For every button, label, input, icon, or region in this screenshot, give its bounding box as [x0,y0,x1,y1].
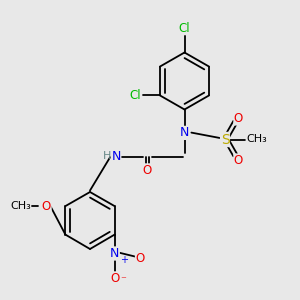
Text: CH₃: CH₃ [246,134,267,145]
Text: CH₃: CH₃ [10,201,31,211]
Text: N: N [180,126,189,140]
Text: O: O [234,112,243,125]
Text: ⁻: ⁻ [121,275,127,286]
Text: O: O [143,164,152,177]
Text: Cl: Cl [179,22,190,35]
Text: O: O [136,252,145,266]
Text: O: O [110,272,119,285]
Text: N: N [111,150,121,163]
Text: N: N [110,247,119,260]
Text: +: + [120,255,128,265]
Text: O: O [234,154,243,167]
Text: O: O [42,200,51,213]
Text: S: S [220,133,230,146]
Text: H: H [103,151,111,161]
Text: Cl: Cl [129,89,141,102]
